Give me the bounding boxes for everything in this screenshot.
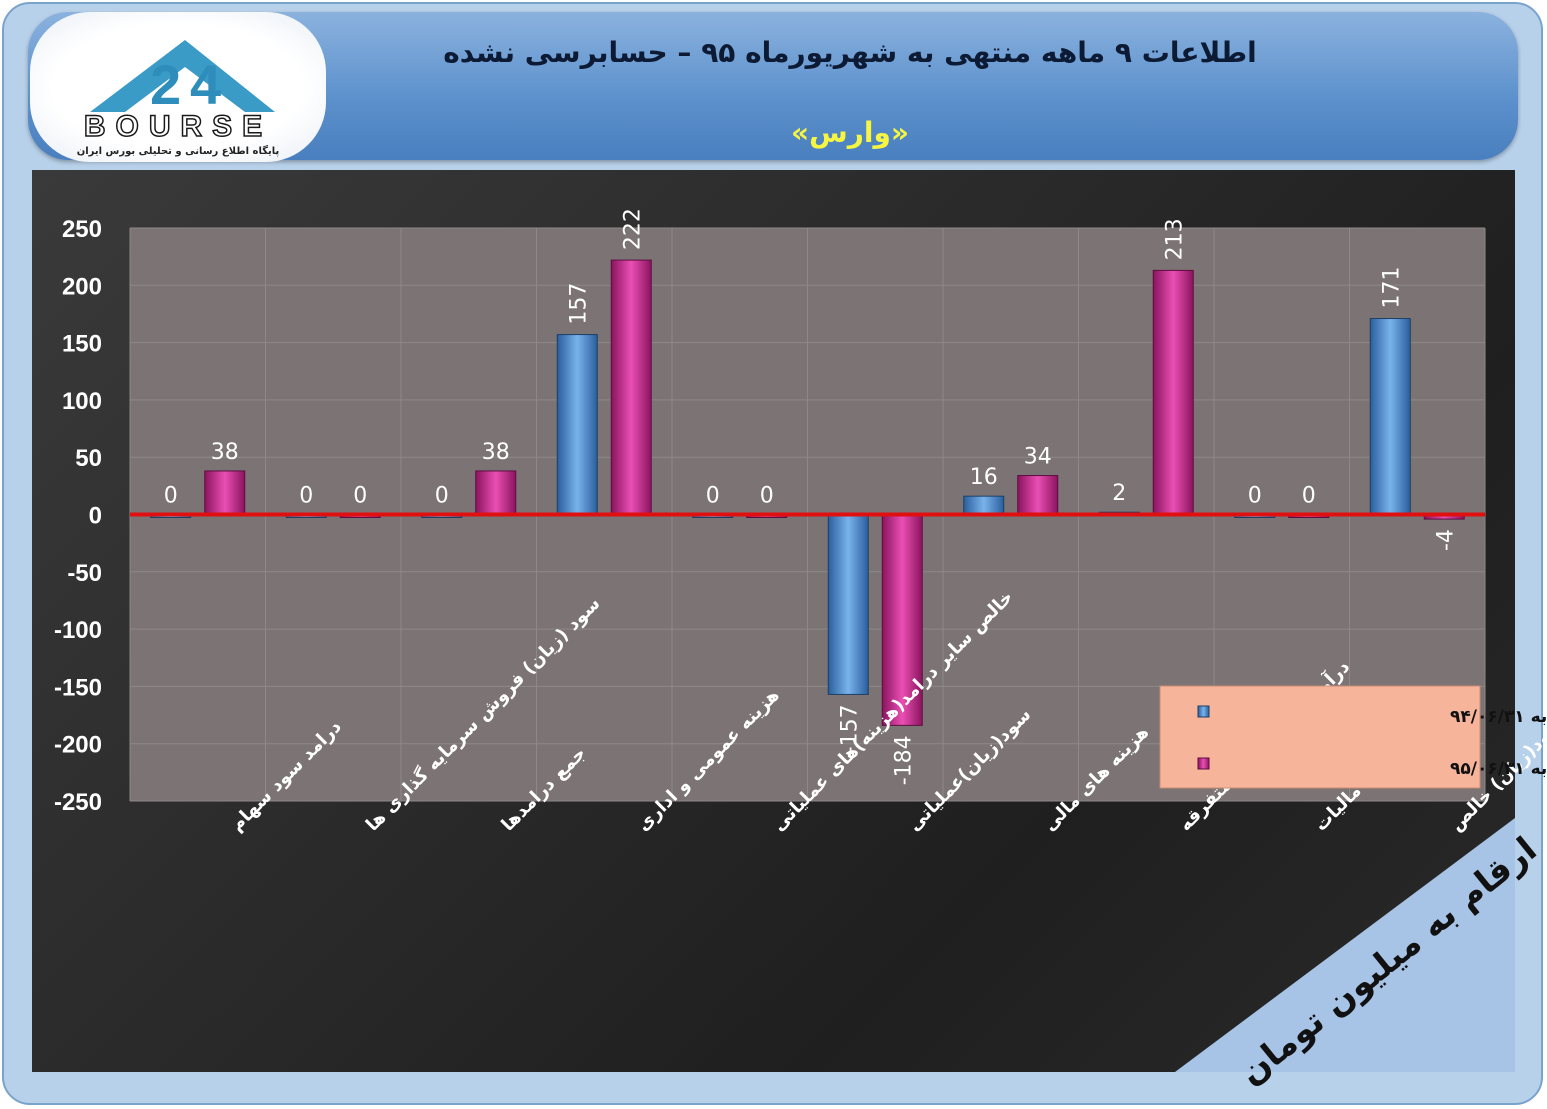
legend-swatch-series2 bbox=[1197, 757, 1210, 770]
data-label: -184 bbox=[891, 735, 916, 785]
data-label: 38 bbox=[482, 440, 510, 465]
unit-banner: ارقام به میلیون تومان bbox=[1175, 818, 1544, 1093]
data-label: 171 bbox=[1379, 267, 1404, 309]
legend-swatch-series1 bbox=[1197, 705, 1210, 718]
data-label: 0 bbox=[435, 484, 449, 509]
y-tick-label: 0 bbox=[89, 503, 102, 530]
bar-s2-c3 bbox=[475, 470, 517, 515]
page-title: اطلاعات ۹ ماهه منتهی به شهریورماه ۹۵ – ح… bbox=[443, 36, 1257, 69]
data-label: 34 bbox=[1024, 445, 1052, 470]
data-label: -157 bbox=[837, 704, 862, 754]
data-label: 0 bbox=[299, 484, 313, 509]
y-tick-label: 100 bbox=[62, 388, 102, 415]
data-label: 0 bbox=[164, 484, 178, 509]
bar-s1-c4 bbox=[556, 334, 598, 515]
logo-word: BOURSE bbox=[84, 110, 272, 143]
bar-s1-c6 bbox=[827, 514, 869, 695]
bar-s1-c7 bbox=[963, 495, 1005, 516]
y-tick-label: -150 bbox=[54, 674, 102, 701]
bar-s2-c4 bbox=[610, 259, 652, 516]
svg-text:4: 4 bbox=[190, 53, 221, 116]
y-tick-label: -50 bbox=[67, 560, 102, 587]
y-tick-label: 200 bbox=[62, 273, 102, 300]
bar-s2-c1 bbox=[204, 470, 246, 515]
data-label: 2 bbox=[1112, 481, 1126, 506]
data-label: -4 bbox=[1433, 529, 1458, 551]
page-subtitle: «وارس» bbox=[791, 116, 909, 149]
data-label: 16 bbox=[970, 465, 998, 490]
data-label: 38 bbox=[211, 440, 239, 465]
bar-s2-c7 bbox=[1017, 475, 1059, 516]
y-tick-label: -100 bbox=[54, 617, 102, 644]
data-label: 213 bbox=[1162, 218, 1187, 260]
legend: ۹ ماهه منتهی به ۹۴/۰۶/۳۱ ۹ ماهه منتهی به… bbox=[1159, 685, 1547, 789]
bar-s2-c8 bbox=[1152, 269, 1194, 516]
svg-text:2: 2 bbox=[150, 53, 181, 116]
y-tick-label: -250 bbox=[54, 789, 102, 816]
logo-tagline: پایگاه اطلاع رسانی و تحلیلی بورس ایران bbox=[77, 144, 280, 157]
data-label: 0 bbox=[353, 484, 367, 509]
y-tick-label: 50 bbox=[75, 445, 102, 472]
data-label: 0 bbox=[1248, 484, 1262, 509]
legend-label-series1: ۹ ماهه منتهی به ۹۴/۰۶/۳۱ bbox=[1450, 707, 1547, 727]
legend-label-series2: ۹ ماهه منتهی به ۹۵/۰۶/۳۱ bbox=[1450, 759, 1547, 779]
y-tick-label: 150 bbox=[62, 331, 102, 358]
y-tick-label: -200 bbox=[54, 732, 102, 759]
data-label: 0 bbox=[1302, 484, 1316, 509]
y-tick-label: 250 bbox=[62, 216, 102, 243]
logo-graphic: 2 4 BOURSE پایگاه اطلاع رسانی و تحلیلی ب… bbox=[77, 40, 280, 157]
data-label: 157 bbox=[566, 283, 591, 325]
data-label: 222 bbox=[620, 208, 645, 250]
bar-s1-c10 bbox=[1369, 318, 1411, 515]
data-label: 0 bbox=[706, 484, 720, 509]
data-label: 0 bbox=[760, 484, 774, 509]
logo: 2 4 BOURSE پایگاه اطلاع رسانی و تحلیلی ب… bbox=[30, 12, 326, 162]
